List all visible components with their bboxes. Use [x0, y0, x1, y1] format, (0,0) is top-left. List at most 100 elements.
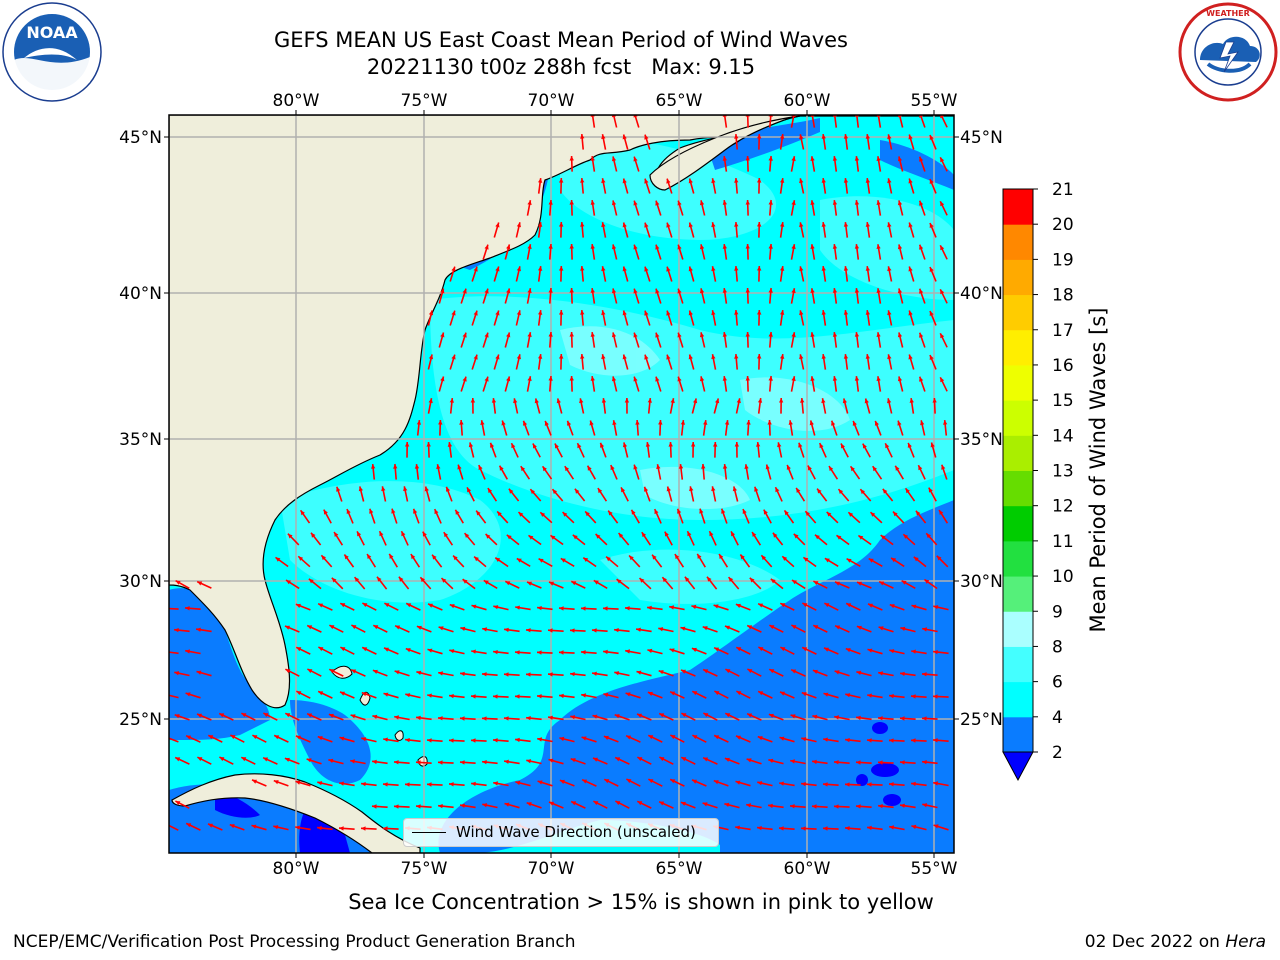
- wind-wave-arrowhead: [532, 443, 537, 449]
- wind-wave-arrowhead: [438, 760, 443, 765]
- wind-wave-arrowhead: [688, 222, 693, 228]
- wind-wave-arrowhead: [394, 760, 399, 765]
- wind-wave-arrowhead: [601, 266, 606, 272]
- wind-wave-arrowhead: [725, 625, 730, 630]
- wind-wave-arrowhead: [344, 554, 349, 560]
- wind-wave-arrowhead: [480, 420, 485, 425]
- wind-wave-arrowhead: [941, 464, 946, 470]
- chart-subtitle: 20221130 t00z 288h fcst Max: 9.15: [366, 55, 756, 79]
- wind-wave-arrowhead: [933, 781, 938, 786]
- wind-wave-arrowhead: [724, 420, 730, 425]
- wind-wave-arrowhead: [722, 200, 727, 205]
- wind-wave-arrowhead: [581, 693, 586, 698]
- wind-wave-arrowhead: [835, 625, 841, 630]
- wind-wave-arrowhead: [581, 736, 587, 741]
- wind-wave-arrowhead: [815, 534, 820, 540]
- wind-wave-arrowhead: [780, 178, 785, 183]
- wind-wave-arrowhead: [361, 826, 366, 831]
- wind-wave-arrowhead: [715, 398, 720, 404]
- wind-wave-arrowhead: [823, 692, 829, 697]
- wind-wave-arrowhead: [624, 398, 630, 403]
- wind-wave-arrowhead: [626, 735, 632, 740]
- wind-wave-arrowhead: [612, 420, 617, 425]
- wind-wave-arrowhead: [449, 649, 455, 654]
- wind-wave-arrowhead: [810, 156, 815, 161]
- wind-wave-arrowhead: [406, 603, 412, 608]
- wind-wave-arrowhead: [911, 781, 916, 787]
- wind-wave-arrow: [877, 115, 882, 128]
- wind-wave-arrowhead: [644, 266, 649, 272]
- wind-wave-arrowhead: [196, 670, 202, 675]
- wind-wave-arrowhead: [699, 244, 705, 250]
- wind-wave-arrowhead: [603, 649, 608, 655]
- wind-wave-arrowhead: [506, 376, 511, 382]
- wind-wave-arrowhead: [601, 134, 606, 140]
- wind-wave-arrowhead: [339, 736, 345, 741]
- footer-host: Hera: [1225, 932, 1266, 952]
- wind-wave-arrowhead: [622, 442, 628, 448]
- wind-wave-arrowhead: [940, 245, 945, 251]
- wind-wave-arrowhead: [611, 244, 617, 250]
- wind-wave-arrowhead: [601, 398, 607, 403]
- wind-wave-arrowhead: [721, 508, 726, 514]
- wind-wave-arrowhead: [572, 534, 578, 540]
- wind-wave-arrowhead: [515, 737, 520, 743]
- wind-wave-arrowhead: [367, 554, 372, 559]
- wind-wave-arrowhead: [711, 178, 716, 184]
- wind-wave-arrowhead: [473, 310, 478, 316]
- wind-wave-arrowhead: [504, 627, 509, 633]
- wind-wave-arrowhead: [688, 178, 693, 184]
- colorbar-tick-label: 17: [1052, 321, 1074, 341]
- wind-wave-arrowhead: [897, 156, 903, 162]
- wind-wave-arrowhead: [918, 465, 923, 471]
- wind-wave-arrowhead: [474, 556, 479, 562]
- wind-wave-arrowhead: [340, 691, 345, 696]
- wind-wave-arrowhead: [887, 398, 892, 404]
- wind-wave-arrowhead: [569, 332, 574, 337]
- wind-wave-arrowhead: [441, 578, 447, 583]
- wind-wave-arrowhead: [317, 736, 323, 741]
- wind-wave-arrowhead: [823, 737, 828, 742]
- wind-wave-arrowhead: [870, 512, 876, 517]
- wind-wave-arrowhead: [842, 398, 847, 404]
- wind-wave-arrowhead: [582, 779, 588, 784]
- wind-wave-arrowhead: [681, 669, 686, 674]
- colorbar-segment: [1003, 646, 1033, 683]
- wind-wave-arrowhead: [175, 801, 181, 806]
- wind-wave-arrowhead: [823, 826, 828, 831]
- wind-wave-arrowhead: [681, 713, 687, 718]
- wind-wave-arrow: [169, 694, 179, 699]
- wind-wave-arrowhead: [668, 442, 673, 447]
- wind-wave-arrowhead: [308, 578, 314, 584]
- wind-wave-arrowhead: [538, 266, 543, 271]
- wind-wave-arrowhead: [538, 222, 543, 227]
- wind-wave-arrowhead: [548, 758, 554, 763]
- wind-wave-arrowhead: [791, 156, 796, 162]
- wind-wave-arrowhead: [745, 332, 750, 337]
- wind-wave-arrowhead: [538, 310, 543, 315]
- wind-wave-arrowhead: [790, 804, 795, 809]
- wind-wave-arrowhead: [636, 627, 641, 632]
- wind-wave-arrowhead: [810, 376, 815, 381]
- wind-wave-arrowhead: [394, 804, 399, 809]
- wind-wave-arrowhead: [526, 672, 531, 677]
- colorbar-tick-label: 10: [1052, 567, 1074, 587]
- wind-wave-arrowhead: [713, 604, 719, 609]
- colorbar-tick-label: 14: [1052, 426, 1074, 446]
- wind-wave-arrowhead: [372, 714, 378, 719]
- wind-wave-arrowhead: [548, 715, 553, 720]
- wind-wave-arrowhead: [799, 354, 804, 360]
- wind-wave-arrowhead: [273, 780, 279, 785]
- wind-wave-arrowhead: [699, 508, 704, 514]
- wind-wave-arrowhead: [548, 200, 553, 205]
- colorbar-under-extension: [1002, 751, 1034, 782]
- wind-wave-arrowhead: [758, 691, 764, 696]
- wind-wave-arrowhead: [462, 376, 467, 382]
- wind-wave-arrowhead: [453, 555, 458, 561]
- wind-wave-arrowhead: [462, 579, 468, 584]
- wind-wave-arrowhead: [478, 465, 483, 471]
- wind-wave-arrowhead: [384, 603, 390, 608]
- wind-wave-arrowhead: [434, 509, 439, 515]
- wind-wave-arrowhead: [769, 625, 775, 630]
